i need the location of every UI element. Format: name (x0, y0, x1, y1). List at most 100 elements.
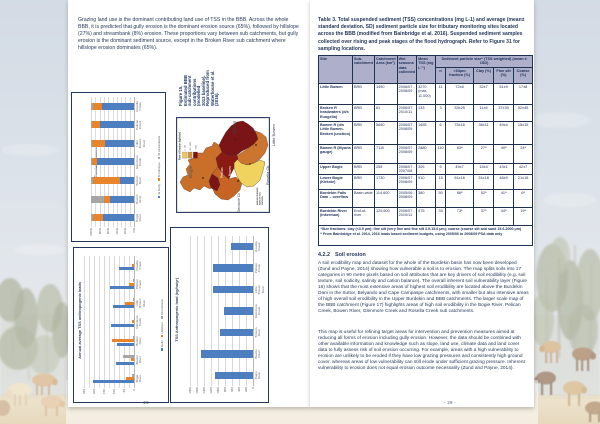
chart-axis-tick-label: 150 (102, 389, 106, 395)
table-cell: 6ᵃ (513, 189, 534, 209)
table-header: Sub-catchment (352, 55, 375, 84)
table-cell: 49±4 (493, 121, 515, 145)
chart-axis-tick-label: 0% (132, 228, 136, 233)
table-cell: 36±11 (473, 121, 495, 145)
cow (563, 381, 587, 406)
table-cell: Bowen R (d/s Little Bowen- Broken juncti… (318, 121, 353, 145)
svg-text:> 2000: > 2000 (195, 145, 198, 151)
table-cell: 11 (435, 83, 447, 105)
chart-axis-tick-label: 100% (89, 228, 93, 236)
chart-category-label: Pelican Creek (253, 263, 262, 274)
map-legend-title: Rate of Erosion (kg/ha/yr) (178, 132, 181, 160)
chart-legend-item: % streambank (157, 136, 161, 160)
chart-bar-segment (91, 158, 98, 166)
table-cell: 15±4 (473, 162, 495, 176)
chart-bar-segment (93, 177, 120, 185)
table-row: Bowen R (d/s Little Bowen- Broken juncti… (318, 121, 534, 145)
table-cell: 2006/07 - 2008/09 (396, 121, 418, 145)
chart-bar-segment (91, 121, 92, 129)
chart-axis-tick-label: 50 (122, 389, 126, 393)
table-cell: 17±8 (513, 83, 534, 105)
chart-category-label: Bogie River (134, 374, 143, 383)
table-subheader: Coarse (%) (513, 67, 534, 84)
chart-gridline (114, 256, 115, 388)
chart-category-label: Pelican Creek (134, 119, 143, 130)
chart-axis-tick-label: 1600 (195, 387, 199, 394)
table-row: Upper Bogie BRB 255 2006/07 - 2007/08 305 5 49… (318, 162, 534, 176)
chart-category-label: Pelican Creek (134, 279, 143, 290)
fig1-plot-area (91, 97, 135, 227)
table-cell: 48±9 (493, 174, 515, 191)
chart-category-label: Bowen River (253, 349, 262, 359)
chart-gridline (211, 236, 212, 386)
table-row: Bowen R (Myuna gauge) BRB 7110 2006/07 - 20… (318, 144, 534, 164)
table-3-caption: Table 3. Total suspended sediment (TSS) … (318, 17, 525, 52)
table-cell: 11±5 (473, 104, 495, 122)
table-cell: 114,600 (374, 189, 398, 209)
table-cell: 6 (435, 121, 447, 145)
page-right: Table 3. Total suspended sediment (TSS) … (310, 0, 534, 407)
figure-caption-line: (2016). (214, 92, 220, 106)
map-label: Rosella Ck (265, 166, 270, 185)
chart-axis-tick-label: 0 (132, 389, 136, 391)
table-cell: Burdekin River (Inkerman) (318, 207, 353, 227)
map-site-dot (234, 138, 236, 140)
map-note-line: RATE OF SOIL (258, 191, 261, 205)
chart-bar (133, 335, 134, 339)
chart-category-label: Little Bowen River (253, 284, 265, 295)
table-cell: 2006/07 - 2008/09 (396, 144, 418, 164)
sediment-data-table: Site Sub-catchment Catchment Area (km²) Wet… (317, 55, 534, 247)
table-cell: 3270 (max 11,000) (416, 83, 437, 105)
figure-caption-text: Figure 15. Estimated BBB sub catchment cont… (178, 58, 220, 106)
chart-axis-tick-label: 40% (114, 228, 119, 235)
chart-bar (93, 380, 134, 384)
chart-bar-segment (93, 214, 104, 222)
chart-bar (119, 267, 134, 271)
chart-bar-segment (105, 139, 134, 147)
table-footnotes: *Size fractions: clay (<3.9 μm); fine si… (317, 225, 534, 247)
fig2-title: Annual average TSS anthropogenic loads (77, 281, 82, 359)
chart-axis-tick-label: 20% (123, 228, 128, 235)
table-cell: 1730 (374, 174, 398, 191)
table-subheader: Fine silt (%) (493, 67, 515, 84)
chart-category-label: Bowen River (134, 194, 143, 204)
table-cell: 50 (435, 189, 447, 209)
chart-category-label: Glenmore Creek (134, 155, 143, 169)
figure-15-caption: Figure 15. Estimated BBB sub catchment cont… (178, 58, 220, 106)
chart-bar-segment (91, 139, 106, 147)
chart-bar-segment (91, 195, 104, 203)
fig2-plot-area (84, 256, 135, 388)
table-cell: Little Bowen (318, 83, 353, 105)
table-cell: Bowen R (Myuna gauge) (318, 144, 353, 164)
table-cell: 21±16 (513, 174, 534, 191)
table-cell: Burdekin Falls Dam – overflow (318, 189, 353, 209)
table-cell: BRB (352, 174, 375, 191)
chart-legend-item: Gully (160, 340, 164, 351)
chart-bar (125, 301, 134, 305)
chart-axis-tick-label: 200 (92, 389, 96, 395)
chart-category-label: Glenmore Creek (134, 315, 143, 329)
table-cell: 2006/07 - 2008/09 (396, 174, 418, 191)
table-cell: 52ᵃ (473, 189, 495, 209)
section-title: Soil erosion (335, 252, 366, 258)
cow (32, 373, 58, 395)
chart-gridline (104, 256, 105, 388)
chart-category-label: Little Bowen River (134, 138, 146, 149)
table-cell: 37ᵃ (473, 207, 495, 227)
chart-gridline (89, 256, 90, 388)
map-label: Bowen (228, 166, 232, 176)
chart-bar-segment (101, 102, 134, 110)
table-header: Site (318, 55, 353, 84)
chart-category-label: Bowen River (134, 355, 143, 365)
fig2-legend: Gully Hillslope Streambank (160, 248, 164, 402)
table-cell: 49ᵃ (493, 144, 515, 164)
chart-bar (212, 285, 253, 294)
table-cell: 73ᵃ (445, 207, 475, 227)
table-cell: 31±18 (473, 174, 495, 191)
table-cell: Upper Bogie (318, 162, 353, 176)
map-site-dot (249, 163, 251, 165)
table-cell: 7110 (374, 144, 398, 164)
chart-bar-segment (93, 102, 102, 110)
chart-gridline (129, 256, 130, 388)
